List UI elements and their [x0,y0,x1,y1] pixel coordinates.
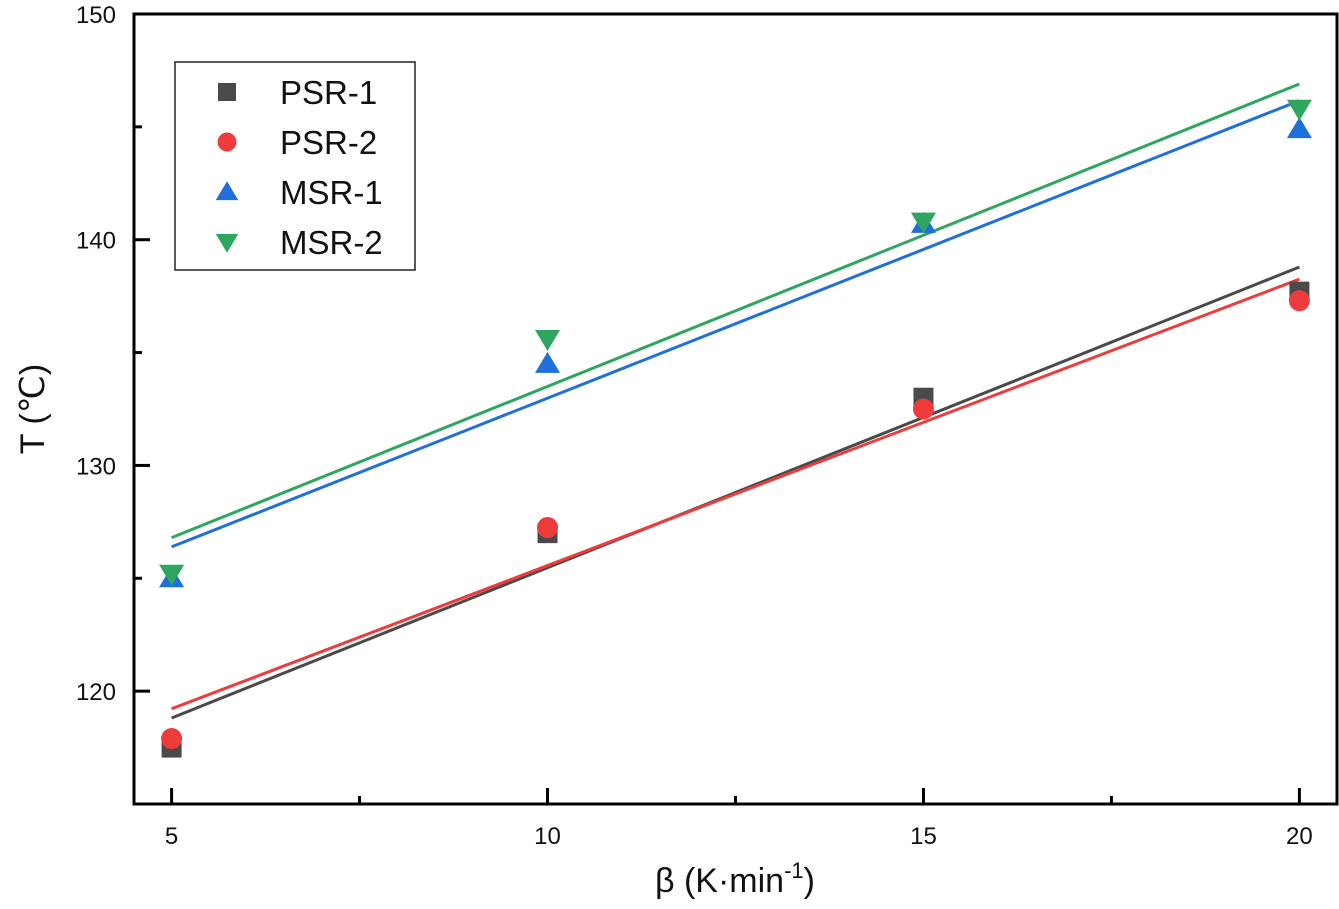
legend-label-msr-1: MSR-1 [280,174,383,211]
y-tick-label: 150 [76,2,116,29]
data-point-msr-2 [535,330,561,352]
y-axis-ticks: 120 130 140 150 [76,2,150,806]
y-axis-title: T (℃) [14,364,52,454]
legend: PSR-1 PSR-2 MSR-1 MSR-2 [174,61,416,271]
x-tick-label: 5 [165,823,178,850]
data-point-psr-2 [161,728,183,750]
data-point-psr-2 [537,517,559,538]
fit-line-psr-2 [171,277,1300,711]
fit-line-msr-2 [171,82,1300,540]
y-tick-label: 120 [76,679,116,706]
legend-box [174,61,416,271]
data-point-psr-2 [1288,290,1310,312]
legend-label-psr-1: PSR-1 [280,74,377,111]
data-point-msr-2 [910,212,936,234]
legend-marker-msr-2 [215,233,239,253]
legend-marker-psr-1 [218,83,236,101]
data-point-msr-2 [159,564,185,586]
x-axis-title-superscript: -1 [784,858,804,883]
fit-line-msr-1 [171,99,1300,549]
data-point-msr-1 [535,351,561,373]
x-axis-title-close: ) [804,862,815,900]
x-axis-title-main: β (K·min [655,862,784,900]
fit-lines [171,82,1300,720]
x-axis-ticks: 5 10 15 20 [165,788,1313,850]
y-tick-label: 140 [76,228,116,255]
data-point-psr-2 [912,398,934,420]
x-tick-label: 20 [1286,823,1313,850]
legend-label-psr-2: PSR-2 [280,124,377,161]
data-point-msr-1 [1286,117,1312,139]
x-tick-label: 15 [910,823,937,850]
data-markers [159,99,1312,758]
data-point-msr-2 [1286,99,1312,121]
legend-marker-psr-2 [217,132,237,152]
x-axis-title: β (K·min-1) [655,858,815,900]
legend-label-msr-2: MSR-2 [280,224,383,261]
legend-marker-msr-1 [215,181,239,201]
x-tick-label: 10 [534,823,561,850]
y-tick-label: 130 [76,453,116,480]
